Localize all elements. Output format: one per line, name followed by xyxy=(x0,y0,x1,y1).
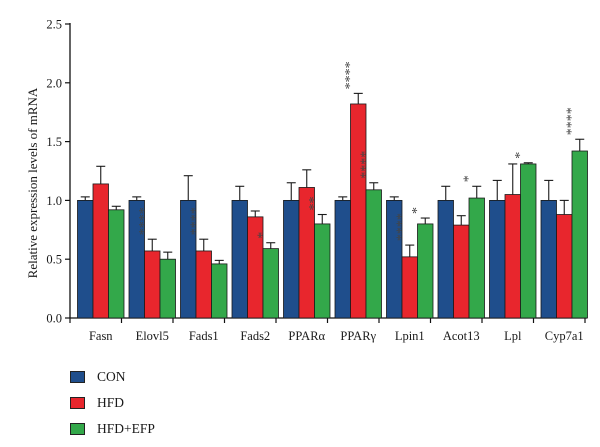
significance-mark: **** xyxy=(137,207,152,235)
category-label: PPARα xyxy=(288,329,325,343)
category-label: Fasn xyxy=(89,329,113,343)
bar-con-5 xyxy=(334,199,351,319)
bar-hfd-5 xyxy=(350,103,367,319)
significance-mark: **** xyxy=(394,213,409,241)
legend-swatch-con xyxy=(70,371,85,383)
y-tick-label: 2.5 xyxy=(46,18,62,32)
significance-mark: **** xyxy=(343,61,358,89)
significance-mark: * xyxy=(410,207,425,214)
category-label: Fads1 xyxy=(189,329,219,343)
bar-hfd-efp-5 xyxy=(365,189,382,319)
y-tick-label: 0.0 xyxy=(46,312,62,326)
bar-hfd-9 xyxy=(556,214,573,319)
category-label: PPARγ xyxy=(340,329,376,343)
category-label: Elovl5 xyxy=(136,329,169,343)
bar-hfd-efp-9 xyxy=(571,150,588,319)
bar-hfd-7 xyxy=(453,224,470,319)
legend-label-con: CON xyxy=(97,369,126,384)
bar-con-3 xyxy=(231,199,248,319)
bar-hfd-efp-3 xyxy=(262,248,279,319)
significance-mark: * xyxy=(255,232,270,239)
legend-label-hfd-efp: HFD+EFP xyxy=(97,421,155,436)
y-tick-label: 1.5 xyxy=(46,135,62,149)
bar-con-4 xyxy=(283,199,300,319)
bar-con-8 xyxy=(489,199,506,319)
y-tick-label: 0.5 xyxy=(46,253,62,267)
legend-item-con: CON xyxy=(70,367,155,387)
bar-hfd-8 xyxy=(504,194,521,319)
tick-labels: 0.0 0.5 1.0 1.5 2.0 2.5 Fasn Elovl5 Fads1 Fads2 PP… xyxy=(46,18,583,344)
significance-mark: **** xyxy=(188,207,203,235)
bar-hfd-efp-1 xyxy=(159,258,176,319)
bar-hfd-2 xyxy=(195,250,212,319)
bar-hfd-1 xyxy=(144,250,161,319)
significance-mark: * xyxy=(461,175,476,182)
legend-label-hfd: HFD xyxy=(97,395,125,410)
legend-item-hfd: HFD xyxy=(70,393,155,413)
significance-mark: * xyxy=(513,152,528,159)
significance-mark: **** xyxy=(564,107,579,135)
bar-hfd-efp-6 xyxy=(417,223,434,319)
bar-hfd-efp-0 xyxy=(108,209,125,319)
y-tick-label: 2.0 xyxy=(46,76,62,90)
category-label: Lpin1 xyxy=(395,329,425,343)
y-tick-label: 1.0 xyxy=(46,194,62,208)
bar-hfd-efp-7 xyxy=(468,197,485,319)
bar-hfd-efp-4 xyxy=(314,223,331,319)
category-label: Fads2 xyxy=(240,329,270,343)
bar-series xyxy=(77,92,588,319)
bar-hfd-efp-2 xyxy=(211,263,228,319)
legend: CON HFD HFD+EFP xyxy=(70,367,155,445)
significance-mark: ** xyxy=(307,197,322,211)
bar-hfd-6 xyxy=(401,256,418,319)
bar-hfd-0 xyxy=(92,183,109,319)
bar-hfd-efp-8 xyxy=(520,163,537,319)
category-label: Lpl xyxy=(504,329,522,343)
category-label: Cyp7a1 xyxy=(545,329,584,343)
legend-swatch-hfd-efp xyxy=(70,423,85,435)
bar-con-9 xyxy=(540,199,557,319)
category-label: Acot13 xyxy=(443,329,480,343)
y-axis-label: Relative expression levels of mRNA xyxy=(25,87,40,278)
bar-con-7 xyxy=(437,199,454,319)
bar-con-0 xyxy=(77,199,94,319)
significance-mark: **** xyxy=(358,151,373,179)
legend-swatch-hfd xyxy=(70,397,85,409)
legend-item-hfd-efp: HFD+EFP xyxy=(70,419,155,439)
